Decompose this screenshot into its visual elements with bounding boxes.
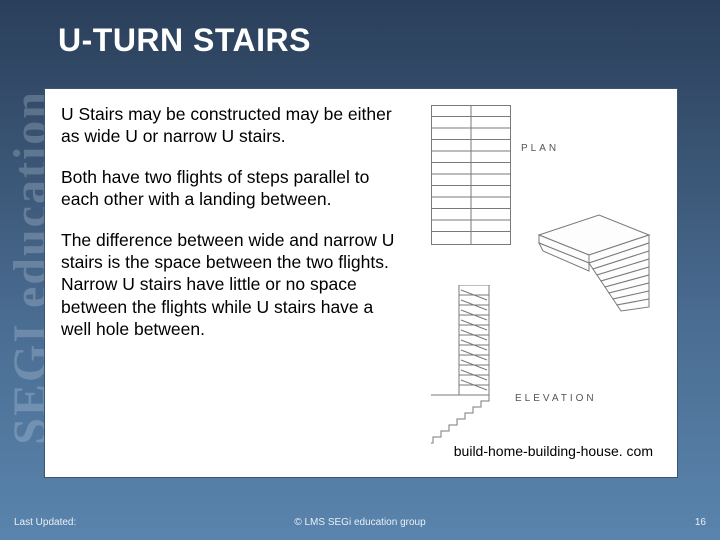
plan-label: PLAN	[521, 143, 559, 154]
footer-page-number: 16	[695, 517, 706, 528]
page-title: U-TURN STAIRS	[58, 22, 311, 59]
footer-last-updated: Last Updated:	[14, 517, 76, 528]
content-box: U Stairs may be constructed may be eithe…	[44, 88, 678, 478]
text-column: U Stairs may be constructed may be eithe…	[61, 103, 401, 467]
image-credit: build-home-building-house. com	[454, 443, 653, 459]
isometric-diagram	[529, 205, 659, 315]
diagram-column: PLAN	[411, 103, 661, 467]
elevation-diagram	[431, 285, 511, 445]
paragraph-3: The difference between wide and narrow U…	[61, 229, 401, 341]
paragraph-2: Both have two flights of steps parallel …	[61, 166, 401, 211]
plan-diagram	[431, 105, 511, 245]
paragraph-1: U Stairs may be constructed may be eithe…	[61, 103, 401, 148]
footer-copyright: © LMS SEGi education group	[294, 517, 425, 528]
elevation-label: ELEVATION	[515, 393, 597, 404]
